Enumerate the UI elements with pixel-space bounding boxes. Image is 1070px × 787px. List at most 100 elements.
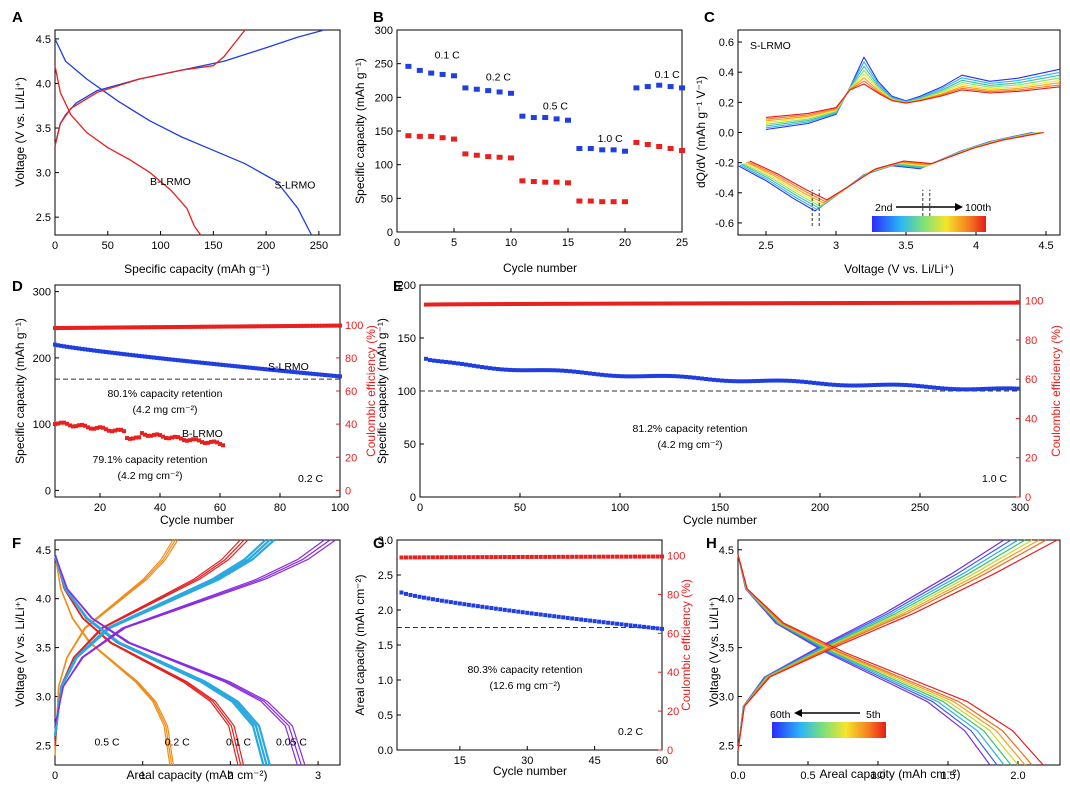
data-point [529,611,534,616]
data-point [525,610,530,615]
rate-label: 0.1 C [655,69,681,81]
data-point [784,378,788,383]
data-point [884,382,888,387]
y-tick-label: 2.5 [36,740,51,752]
legend-arrowhead-c [955,203,963,211]
data-point [574,616,579,621]
data-point [672,301,676,306]
data-point [615,554,620,559]
data-point [421,555,426,560]
data-point [633,554,638,559]
data-point [780,301,784,306]
data-point [161,325,165,330]
y-tick-label: 3.0 [36,168,51,180]
annotation-loading-e: (4.2 mg cm⁻²) [657,439,722,451]
data-point [592,554,597,559]
data-point [472,363,476,368]
data-point [86,325,90,330]
data-point [161,356,165,361]
data-point [77,346,81,351]
x-tick-label: 1.5 [940,770,955,782]
data-point [876,300,880,305]
data-point [820,301,824,306]
data-point [209,324,213,329]
data-point [80,346,84,351]
data-point [536,368,540,373]
data-point [62,344,66,349]
colorbar-h [772,722,886,738]
annotation-b-lrmo-d: B-LRMO [182,428,223,440]
data-point [1008,300,1012,305]
data-point [116,325,120,330]
x-tick-label: 20 [94,502,106,514]
data-point [143,432,147,437]
data-point [212,324,216,329]
rate-label: 0.2 C [486,72,512,84]
data-point [77,423,81,428]
data-point [587,198,594,204]
data-point [984,300,988,305]
data-point [507,608,512,613]
data-point [439,71,446,77]
data-point [254,324,258,329]
data-point [116,351,120,356]
data-point [840,301,844,306]
data-point [158,325,162,330]
data-point [191,437,195,442]
data-point [534,554,539,559]
data-point [500,367,504,372]
y2-axis-label-e: Coulombic efficiency (%) [1049,325,1063,457]
data-point [892,382,896,387]
rate-label: 1.0 C [598,133,624,145]
data-point [680,374,684,379]
data-point [436,302,440,307]
data-point [532,301,536,306]
data-point [588,618,593,623]
data-point [732,379,736,384]
data-point [832,382,836,387]
annotation-loading-s-d: (4.2 mg cm⁻²) [132,404,197,416]
data-point [215,362,219,367]
data-point [924,300,928,305]
data-point [284,369,288,374]
data-point [619,554,624,559]
data-point [71,325,75,330]
data-point [209,361,213,366]
data-point [808,301,812,306]
data-point [146,354,150,359]
data-point [239,324,243,329]
data-point [708,377,712,382]
data-point [740,301,744,306]
data-point [556,301,560,306]
data-point [451,136,457,142]
data-point [488,366,492,371]
data-point [197,438,201,443]
data-point [239,364,243,369]
data-point [484,555,489,560]
data-point [456,361,460,366]
panel-label-b: B [373,9,384,26]
data-point [269,324,273,329]
data-point [1016,300,1020,305]
data-point [453,555,458,560]
x-tick-label: 3 [315,770,321,782]
data-point [748,301,752,306]
annotation-rate-g: 0.2 C [618,726,644,738]
x-tick-label: 2 [227,770,233,782]
legend-arrowhead-h [794,709,802,717]
data-point [972,300,976,305]
data-point [764,301,768,306]
data-point [744,301,748,306]
data-point [512,302,516,307]
data-point [221,443,225,448]
data-point [326,373,330,378]
data-point [314,372,318,377]
y-tick-label: 2.5 [378,570,393,582]
y-tick-label: 2.0 [378,605,393,617]
data-point [844,383,848,388]
data-point [430,597,435,602]
data-point [287,324,291,329]
data-point [808,380,812,385]
annotation-s-lrmo: S-LRMO [275,180,316,192]
